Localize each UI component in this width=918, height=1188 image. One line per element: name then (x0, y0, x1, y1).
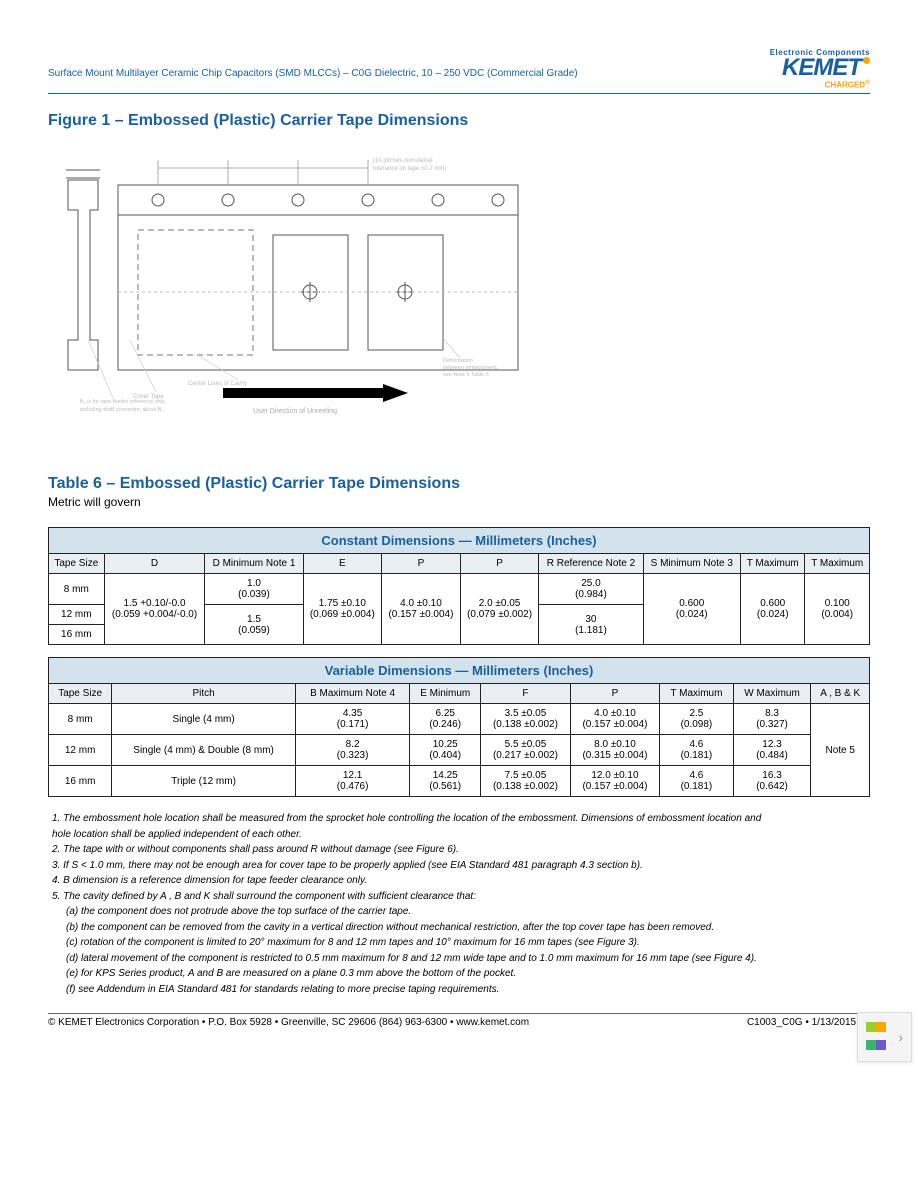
cell-r: 25.0(0.984) (539, 574, 643, 605)
col-r: R Reference Note 2 (539, 554, 643, 574)
cell-s: 0.600(0.024) (643, 574, 740, 645)
note-line: 5. The cavity defined by A , B and K sha… (52, 889, 866, 905)
diagram-svg: User Direction of Unreeling (10 pitches … (48, 140, 528, 420)
cell-tmax: 0.600(0.024) (741, 574, 805, 645)
widget-logo-icon (866, 1019, 886, 1055)
col-tmax: T Maximum (741, 554, 805, 574)
page-header: Surface Mount Multilayer Ceramic Chip Ca… (48, 48, 870, 89)
svg-text:Center Lines of Cavity: Center Lines of Cavity (188, 381, 247, 387)
note-line: (a) the component does not protrude abov… (52, 904, 866, 920)
col-tape-size: Tape Size (49, 554, 105, 574)
footer-right: C1003_C0G • 1/13/2015 13 (747, 1017, 870, 1028)
constant-section-header: Constant Dimensions — Millimeters (Inche… (49, 528, 870, 554)
table-title: Table 6 – Embossed (Plastic) Carrier Tap… (48, 475, 870, 493)
note-line: (d) lateral movement of the component is… (52, 951, 866, 967)
carrier-tape-diagram: User Direction of Unreeling (10 pitches … (48, 140, 870, 425)
cell-p2: 2.0 ±0.05(0.079 ±0.002) (460, 574, 539, 645)
cell-dmin-1216: 1.5(0.059) (205, 605, 303, 645)
col-p2: P (460, 554, 539, 574)
svg-text:B₁ is for tape feeder referenc: B₁ is for tape feeder reference only, (80, 399, 166, 405)
logo-text: KEMET (770, 57, 870, 79)
col-e: E (303, 554, 382, 574)
arrow-label: User Direction of Unreeling (253, 408, 337, 415)
table-subtitle: Metric will govern (48, 495, 870, 509)
cell-dmin: 1.0(0.039) (205, 574, 303, 605)
table-row: 12 mm Single (4 mm) & Double (8 mm) 8.2(… (49, 735, 870, 766)
cell-tmax2: 0.100(0.004) (805, 574, 870, 645)
table-row: 16 mm Triple (12 mm) 12.1(0.476) 14.25(0… (49, 766, 870, 797)
svg-text:Deformation: Deformation (443, 358, 473, 364)
table-row: 8 mm 1.5 +0.10/-0.0(0.059 +0.004/-0.0) 1… (49, 574, 870, 605)
cell-e: 1.75 ±0.10(0.069 ±0.004) (303, 574, 382, 645)
constant-dimensions-table: Constant Dimensions — Millimeters (Inche… (48, 527, 870, 645)
viewer-widget[interactable]: › (857, 1012, 912, 1062)
svg-text:(10 pitches cumulative: (10 pitches cumulative (373, 158, 433, 164)
variable-section-header: Variable Dimensions — Millimeters (Inche… (49, 658, 870, 684)
note-line: 3. If S < 1.0 mm, there may not be enoug… (52, 858, 866, 874)
brand-logo: Electronic Components KEMET CHARGED® (770, 48, 870, 89)
variable-dimensions-table: Variable Dimensions — Millimeters (Inche… (48, 657, 870, 797)
col-d: D (104, 554, 205, 574)
document-title: Surface Mount Multilayer Ceramic Chip Ca… (48, 48, 578, 79)
col-tmax2: T Maximum (805, 554, 870, 574)
svg-text:including draft concentric abo: including draft concentric about B₀ (80, 407, 164, 413)
svg-text:tolerance on tape ±0.2 mm): tolerance on tape ±0.2 mm) (373, 166, 446, 172)
note-line: 1. The embossment hole location shall be… (52, 811, 866, 827)
col-s: S Minimum Note 3 (643, 554, 740, 574)
figure-title: Figure 1 – Embossed (Plastic) Carrier Ta… (48, 112, 870, 130)
note-line: (e) for KPS Series product, A and B are … (52, 966, 866, 982)
note-line: (c) rotation of the component is limited… (52, 935, 866, 951)
note-line: hole location shall be applied independe… (52, 827, 866, 843)
svg-text:see Note 5 Table 6: see Note 5 Table 6 (443, 372, 489, 378)
col-p: P (382, 554, 461, 574)
header-rule (48, 93, 870, 94)
note-line: (b) the component can be removed from th… (52, 920, 866, 936)
footer-rule (48, 1013, 870, 1014)
footer-left: © KEMET Electronics Corporation • P.O. B… (48, 1017, 529, 1028)
cell-r-1216: 30(1.181) (539, 605, 643, 645)
note-line: (f) see Addendum in EIA Standard 481 for… (52, 982, 866, 998)
note-line: 4. B dimension is a reference dimension … (52, 873, 866, 889)
cell-abk: Note 5 (811, 704, 870, 797)
table-row: 8 mm Single (4 mm) 4.35(0.171) 6.25(0.24… (49, 704, 870, 735)
chevron-right-icon[interactable]: › (898, 1029, 903, 1045)
col-d-min: D Minimum Note 1 (205, 554, 303, 574)
svg-text:between embossment,: between embossment, (443, 365, 499, 371)
page-footer: © KEMET Electronics Corporation • P.O. B… (48, 1017, 870, 1028)
note-line: 2. The tape with or without components s… (52, 842, 866, 858)
cell-d: 1.5 +0.10/-0.0(0.059 +0.004/-0.0) (104, 574, 205, 645)
notes-block: 1. The embossment hole location shall be… (48, 809, 870, 999)
cell-p: 4.0 ±0.10(0.157 ±0.004) (382, 574, 461, 645)
